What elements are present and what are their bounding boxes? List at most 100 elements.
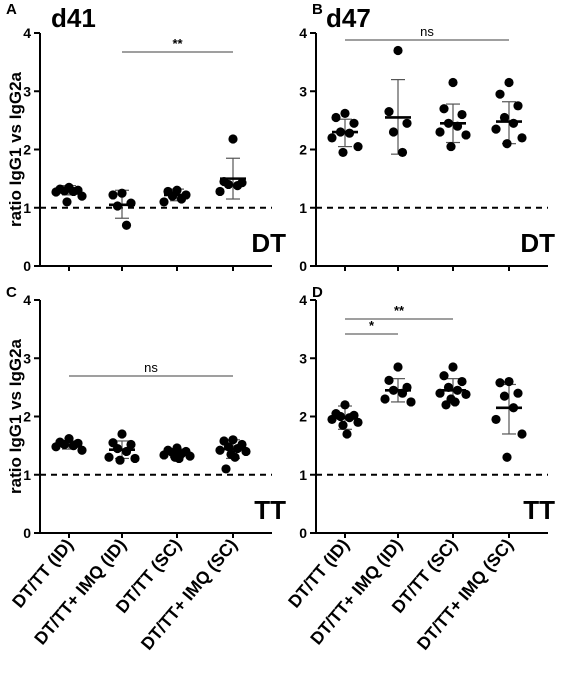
- y-tick-label: 0: [299, 258, 307, 274]
- y-tick-label: 4: [299, 292, 307, 308]
- data-point: [499, 391, 510, 401]
- data-point: [228, 134, 238, 144]
- data-point: [159, 450, 169, 460]
- data-point: [439, 371, 449, 381]
- category-label: DT/TT+ IMQ (SC): [137, 535, 241, 654]
- data-point: [327, 414, 337, 425]
- data-point: [499, 112, 510, 123]
- y-tick-label: 0: [23, 525, 31, 541]
- y-tick-label: 2: [23, 142, 31, 158]
- y-tick-label: 0: [299, 525, 307, 541]
- panel-letter: B: [312, 1, 323, 18]
- data-point: [393, 45, 403, 56]
- data-point: [513, 101, 523, 111]
- y-tick-label: 0: [23, 258, 31, 274]
- data-point: [448, 362, 458, 372]
- panel-letter: C: [6, 284, 17, 301]
- data-point: [342, 429, 352, 439]
- y-tick-label: 1: [23, 467, 31, 483]
- data-point: [349, 118, 359, 128]
- y-tick-label: 2: [299, 142, 307, 158]
- data-point: [513, 388, 523, 398]
- data-point: [327, 133, 337, 143]
- data-point: [159, 197, 169, 207]
- data-point: [230, 452, 240, 462]
- significance-label: *: [369, 318, 375, 333]
- y-tick-label: 3: [23, 83, 31, 99]
- data-point: [435, 127, 445, 137]
- data-point: [115, 455, 125, 465]
- data-point: [353, 417, 363, 427]
- data-point: [121, 220, 132, 230]
- y-tick-label: 4: [23, 292, 31, 308]
- data-point: [174, 453, 184, 464]
- data-point: [441, 400, 451, 410]
- antigen-label: DT: [520, 228, 555, 258]
- panel-title: d41: [51, 3, 96, 33]
- data-point: [402, 118, 412, 128]
- data-point: [439, 104, 449, 114]
- significance-label: **: [172, 36, 183, 51]
- significance-label: ns: [144, 360, 158, 375]
- data-point: [517, 429, 527, 439]
- category-label: DT/TT+ IMQ (ID): [306, 535, 406, 649]
- data-point: [340, 108, 350, 118]
- data-point: [384, 107, 394, 117]
- y-tick-label: 1: [299, 467, 307, 483]
- data-point: [393, 362, 403, 372]
- category-label: DT/TT+ IMQ (ID): [30, 535, 130, 649]
- y-axis-label: ratio IgG1 vs IgG2a: [6, 71, 25, 226]
- data-point: [51, 442, 61, 452]
- data-point: [508, 118, 519, 128]
- antigen-label: TT: [523, 495, 555, 525]
- data-point: [117, 188, 127, 198]
- data-point: [380, 394, 390, 404]
- data-point: [495, 89, 505, 99]
- data-point: [117, 429, 127, 439]
- panel-title: d47: [326, 3, 371, 33]
- data-point: [77, 445, 87, 455]
- y-tick-label: 3: [299, 83, 307, 99]
- y-tick-label: 4: [299, 25, 307, 41]
- antigen-label: TT: [254, 495, 286, 525]
- y-tick-label: 2: [299, 409, 307, 425]
- panel-letter: D: [312, 284, 323, 301]
- significance-label: **: [394, 303, 405, 318]
- data-point: [232, 181, 243, 191]
- data-point: [517, 133, 527, 143]
- data-point: [448, 77, 458, 88]
- data-point: [446, 141, 456, 152]
- data-point: [504, 77, 514, 88]
- data-point: [126, 198, 136, 208]
- data-point: [388, 127, 399, 137]
- data-point: [338, 147, 348, 158]
- data-point: [384, 375, 394, 385]
- data-point: [77, 191, 87, 201]
- data-point: [51, 187, 61, 197]
- data-point: [223, 179, 234, 190]
- data-point: [450, 397, 460, 407]
- data-point: [461, 130, 471, 140]
- antigen-label: DT: [251, 228, 286, 258]
- y-tick-label: 1: [299, 200, 307, 216]
- data-point: [457, 109, 467, 120]
- panel-letter: A: [6, 1, 17, 18]
- data-point: [502, 139, 512, 149]
- y-tick-label: 3: [299, 350, 307, 366]
- y-tick-label: 4: [23, 25, 31, 41]
- data-point: [340, 400, 350, 410]
- data-point: [228, 435, 238, 445]
- data-point: [461, 389, 471, 399]
- y-tick-label: 2: [23, 409, 31, 425]
- data-point: [221, 464, 231, 474]
- data-point: [457, 376, 467, 387]
- y-tick-label: 3: [23, 350, 31, 366]
- data-point: [104, 452, 114, 462]
- data-point: [176, 194, 187, 204]
- data-point: [397, 147, 408, 158]
- data-point: [108, 190, 118, 200]
- y-tick-label: 1: [23, 200, 31, 216]
- data-point: [62, 197, 72, 207]
- data-point: [215, 186, 225, 197]
